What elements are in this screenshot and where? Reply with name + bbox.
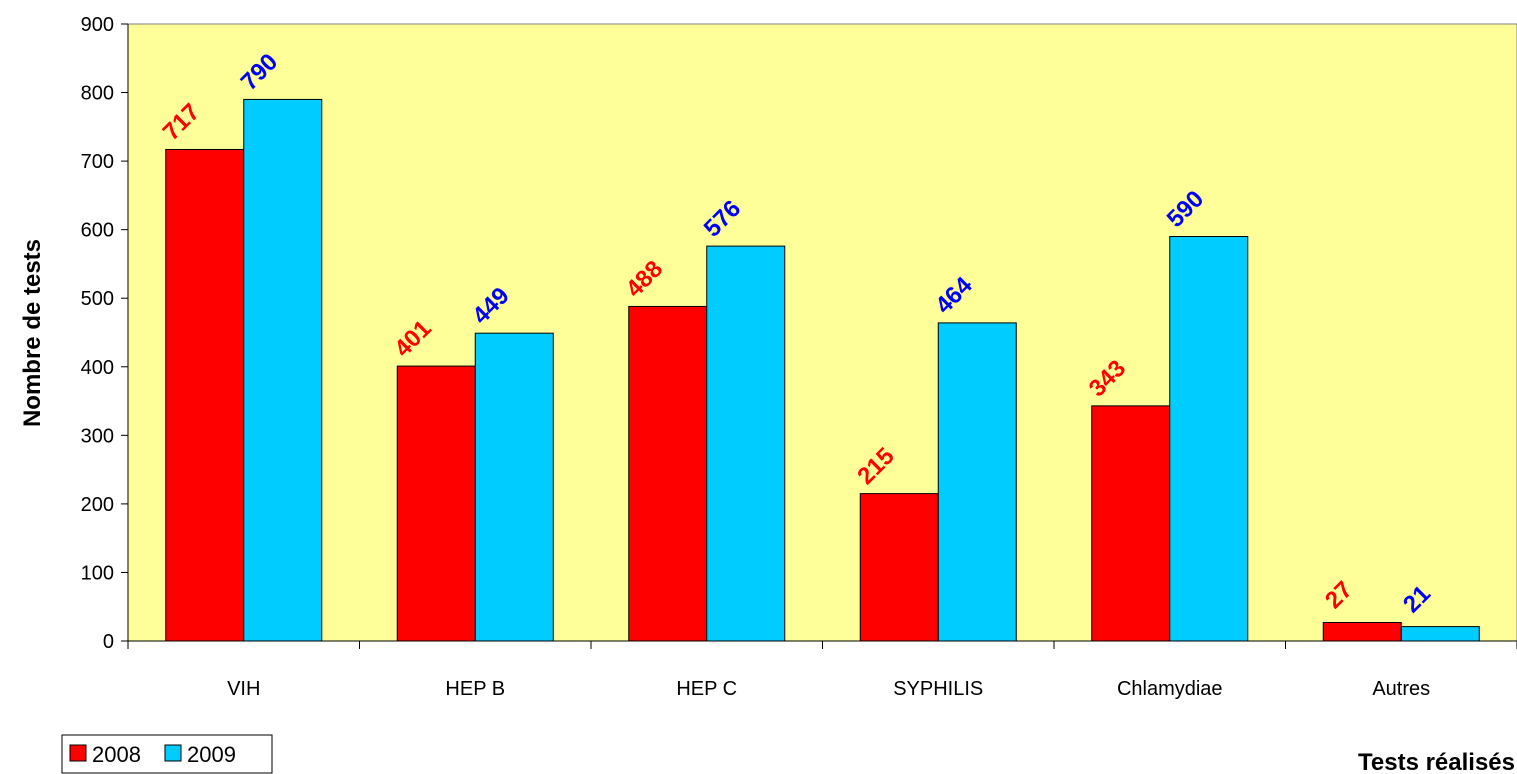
plot-area	[127, 23, 1517, 642]
y-tick-label: 600	[81, 220, 114, 242]
bar	[474, 332, 554, 642]
bars	[165, 98, 1480, 642]
y-tick-label: 500	[81, 288, 114, 310]
x-tick-label: HEP B	[445, 678, 505, 700]
y-tick-label: 400	[81, 357, 114, 379]
legend-swatch-2009	[164, 744, 182, 762]
legend-swatch-2008	[69, 744, 87, 762]
x-tick-label: Autres	[1372, 678, 1430, 700]
bar	[937, 322, 1017, 642]
y-axis-title: Nombre de tests	[19, 239, 46, 427]
bar	[859, 493, 939, 642]
x-axis: VIH HEP B HEP C SYPHILIS Chlamydiae Autres	[127, 640, 1517, 700]
x-tick-label: SYPHILIS	[893, 678, 983, 700]
y-tick-label: 900	[81, 14, 114, 36]
legend: 2008 2009	[61, 734, 273, 774]
y-axis: 0 100 200 300 400 500 600 700 800 900	[81, 14, 129, 653]
y-tick-label: 0	[103, 631, 114, 653]
bar	[628, 305, 708, 642]
legend-label-2009: 2009	[187, 742, 236, 767]
y-tick-label: 200	[81, 494, 114, 516]
bar	[1091, 405, 1171, 642]
bar	[706, 245, 786, 642]
y-tick-label: 300	[81, 425, 114, 447]
y-tick-label: 700	[81, 151, 114, 173]
y-tick-label: 800	[81, 83, 114, 105]
x-axis-title: Tests réalisés	[1358, 749, 1515, 774]
bar	[243, 98, 323, 642]
x-tick-label: HEP C	[676, 678, 737, 700]
bar	[396, 365, 476, 642]
legend-label-2008: 2008	[92, 742, 141, 767]
bar	[1169, 236, 1249, 642]
bar	[165, 148, 245, 642]
x-tick-label: Chlamydiae	[1117, 678, 1223, 700]
bar	[1400, 626, 1480, 642]
bar	[1322, 621, 1402, 642]
x-tick-label: VIH	[227, 678, 260, 700]
y-tick-label: 100	[81, 562, 114, 584]
